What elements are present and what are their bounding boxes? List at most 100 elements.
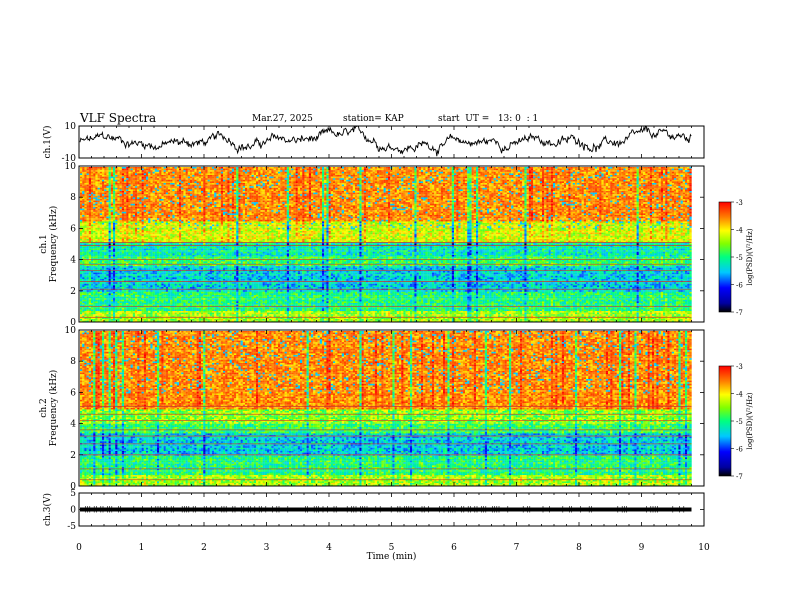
sp1-cell	[177, 226, 179, 228]
sp1-cell	[137, 298, 139, 300]
sp1-cell	[164, 218, 166, 220]
sp1-cell	[164, 303, 166, 305]
sp1-cell	[84, 268, 86, 270]
sp1-cell	[128, 252, 130, 254]
sp1-cell	[91, 169, 93, 171]
sp1-cell	[161, 252, 163, 254]
sp1-cell	[95, 290, 97, 292]
sp1-cell	[80, 183, 82, 185]
sp1-cell	[161, 202, 163, 204]
sp1-cell	[109, 169, 111, 171]
sp1-cell	[91, 191, 93, 193]
sp1-cell	[159, 221, 161, 223]
sp1-cell	[146, 217, 148, 219]
sp1-cell	[144, 274, 146, 276]
sp1-cell	[170, 319, 172, 321]
sp1-cell	[126, 170, 128, 172]
sp1-cell	[150, 229, 152, 231]
sp1-cell	[166, 314, 168, 316]
sp1-cell	[87, 314, 89, 316]
sp1-cell	[177, 287, 179, 289]
sp1-cell	[148, 309, 150, 311]
sp1-cell	[150, 314, 152, 316]
sp1-cell	[159, 274, 161, 276]
sp1-cell	[93, 279, 95, 281]
sp1-cell	[126, 218, 128, 220]
sp1-cell	[111, 215, 113, 217]
sp1-cell	[168, 189, 170, 191]
sp1-cell	[113, 199, 115, 201]
sp1-cell	[128, 215, 130, 217]
sp1-cell	[100, 228, 102, 230]
sp1-cell	[168, 314, 170, 316]
sp1-cell	[128, 185, 130, 187]
sp1-cell	[117, 186, 119, 188]
sp1-cell	[93, 202, 95, 204]
sp1-cell	[82, 212, 84, 214]
sp1-cell	[93, 205, 95, 207]
sp1-cell	[157, 260, 159, 262]
sp1-cell	[100, 290, 102, 292]
sp1-cell	[164, 295, 166, 297]
sp1-cell	[159, 261, 161, 263]
sp1-cell	[142, 309, 144, 311]
sp1-cell	[159, 175, 161, 177]
sp1-cell	[144, 314, 146, 316]
sp1-cell	[177, 204, 179, 206]
sp1-cell	[179, 202, 181, 204]
sp1-cell	[148, 188, 150, 190]
sp1-cell	[98, 261, 100, 263]
sp1-cell	[98, 202, 100, 204]
sp1-cell	[111, 239, 113, 241]
sp1-cell	[120, 249, 122, 251]
sp1-cell	[89, 274, 91, 276]
sp1-cell	[109, 231, 111, 233]
sp1-cell	[133, 252, 135, 254]
sp1-cell	[133, 292, 135, 294]
sp1-cell	[142, 212, 144, 214]
sp1-cell	[82, 207, 84, 209]
sp1-cell	[109, 229, 111, 231]
sp1-cell	[120, 186, 122, 188]
sp1-cell	[161, 301, 163, 303]
sp1-cell	[117, 233, 119, 235]
sp1-cell	[115, 207, 117, 209]
sp1-cell	[80, 229, 82, 231]
sp1-cell	[104, 218, 106, 220]
sp1-cell	[159, 276, 161, 278]
sp1-cell	[104, 319, 106, 321]
sp1-cell	[95, 196, 97, 198]
sp1-cell	[168, 173, 170, 175]
sp1-cell	[135, 191, 137, 193]
sp1-cell	[133, 191, 135, 193]
sp1-cell	[124, 265, 126, 267]
sp1-cell	[126, 300, 128, 302]
sp1-cell	[89, 173, 91, 175]
sp1-cell	[84, 249, 86, 251]
sp1-cell	[139, 257, 141, 259]
sp1-cell	[131, 202, 133, 204]
sp1-cell	[133, 194, 135, 196]
sp1-cell	[150, 186, 152, 188]
sp1-cell	[115, 231, 117, 233]
sp1-cell	[155, 194, 157, 196]
sp1-cell	[120, 228, 122, 230]
sp1-cell	[102, 220, 104, 222]
sp1-cell	[146, 186, 148, 188]
sp1-cell	[120, 274, 122, 276]
sp1-cell	[102, 277, 104, 279]
sp1-cell	[104, 255, 106, 257]
sp1-cell	[84, 186, 86, 188]
sp1-cell	[122, 239, 124, 241]
sp1-cell	[102, 252, 104, 254]
sp1-cell	[153, 173, 155, 175]
sp1-cell	[115, 201, 117, 203]
sp1-cell	[172, 167, 174, 169]
sp1-cell	[157, 201, 159, 203]
sp1-cell	[100, 204, 102, 206]
sp1-cell	[113, 173, 115, 175]
sp1-cell	[144, 261, 146, 263]
sp1-cell	[137, 309, 139, 311]
sp1-cell	[172, 223, 174, 225]
sp1-cell	[80, 298, 82, 300]
